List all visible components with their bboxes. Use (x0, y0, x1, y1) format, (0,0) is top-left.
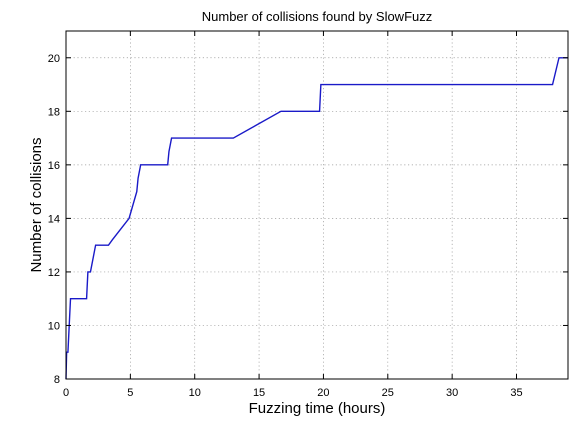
y-tick-label: 8 (54, 374, 60, 386)
ticks (65, 31, 568, 380)
x-tick-label: 15 (253, 387, 265, 399)
y-tick-label: 20 (48, 53, 60, 65)
y-tick-label: 16 (48, 160, 60, 172)
plot-frame (65, 30, 569, 380)
x-tick-label: 30 (446, 387, 458, 399)
tick-labels: 0 5 10 15 20 25 30 35 8 10 12 14 16 18 20 (48, 53, 523, 399)
y-tick-label: 10 (48, 320, 60, 332)
x-axis-label: Fuzzing time (hours) (249, 400, 386, 417)
x-tick-label: 20 (317, 387, 329, 399)
y-tick-label: 18 (48, 106, 60, 118)
chart-title: Number of collisions found by SlowFuzz (202, 9, 433, 24)
x-tick-label: 10 (189, 387, 201, 399)
series-line (65, 57, 568, 380)
x-tick-label: 5 (127, 387, 133, 399)
y-axis-label: Number of collisions (28, 137, 45, 272)
y-tick-label: 14 (48, 213, 60, 225)
x-tick-label: 35 (510, 387, 522, 399)
grid (66, 31, 568, 379)
y-tick-label: 12 (48, 267, 60, 279)
x-tick-label: 25 (382, 387, 394, 399)
series-layer (65, 57, 568, 380)
x-tick-label: 0 (63, 387, 69, 399)
